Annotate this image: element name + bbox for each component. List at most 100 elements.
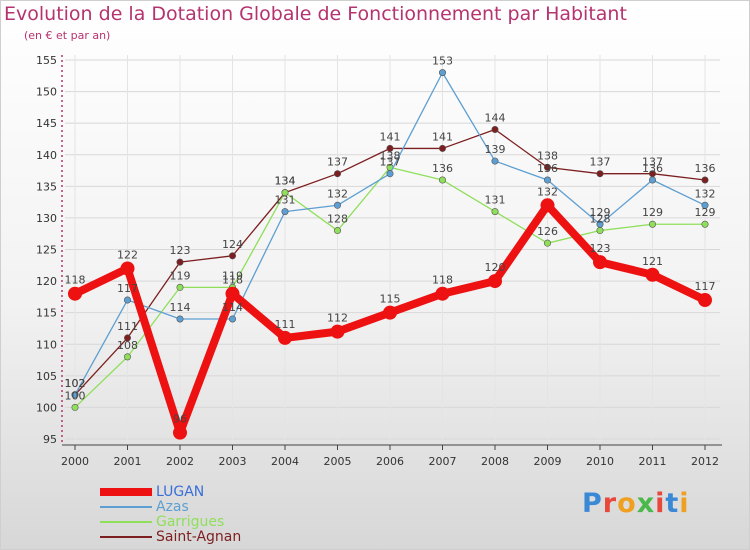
data-label-saint-agnan: 137 — [590, 156, 611, 169]
data-point-garrigues — [701, 220, 709, 228]
legend-label-azas: Azas — [156, 499, 189, 515]
x-tick-label: 2007 — [429, 455, 457, 468]
data-label-saint-agnan: 124 — [222, 238, 243, 251]
data-point-lugan — [68, 286, 82, 301]
data-point-garrigues — [596, 227, 604, 235]
data-point-lugan — [645, 267, 660, 282]
y-tick-label: 140 — [36, 149, 57, 162]
data-point-azas — [229, 315, 237, 323]
data-point-azas — [438, 69, 446, 77]
data-label-garrigues: 138 — [380, 149, 401, 162]
data-point-azas — [71, 391, 79, 399]
data-label-saint-agnan: 136 — [695, 162, 716, 175]
data-label-azas: 137 — [380, 156, 401, 169]
legend-label-lugan: LUGAN — [156, 484, 205, 500]
data-label-lugan: 123 — [590, 242, 611, 255]
data-label-lugan: 111 — [275, 318, 296, 331]
data-point-saint-agnan — [701, 176, 709, 184]
data-point-garrigues — [71, 403, 79, 411]
data-point-azas — [124, 296, 132, 304]
y-tick-label: 110 — [36, 338, 57, 351]
data-label-saint-agnan: 111 — [117, 320, 138, 333]
y-tick-label: 95 — [43, 433, 57, 446]
legend-item-azas: Azas — [100, 499, 300, 515]
data-label-garrigues: 129 — [642, 206, 663, 219]
data-label-garrigues: 119 — [222, 269, 243, 282]
data-label-azas: 132 — [695, 187, 716, 200]
data-label-garrigues: 108 — [117, 339, 138, 352]
data-label-saint-agnan: 134 — [275, 175, 296, 188]
logo-letter: t — [665, 488, 680, 519]
data-point-lugan — [698, 293, 712, 308]
data-label-saint-agnan: 123 — [170, 244, 191, 257]
y-tick-label: 100 — [36, 401, 57, 414]
data-point-garrigues — [491, 208, 499, 216]
data-point-azas — [333, 201, 341, 209]
data-label-lugan: 118 — [432, 274, 453, 287]
logo-letter: r — [602, 488, 618, 519]
logo-letter: i — [679, 488, 690, 519]
chart-subtitle: (en € et par an) — [24, 29, 111, 42]
data-label-lugan: 120 — [485, 261, 506, 274]
x-tick-label: 2010 — [586, 455, 614, 468]
data-point-lugan — [120, 261, 135, 276]
data-label-azas: 114 — [222, 301, 243, 314]
data-label-lugan: 118 — [222, 274, 243, 287]
data-label-lugan: 115 — [380, 293, 401, 306]
x-tick-label: 2006 — [376, 455, 404, 468]
data-point-lugan — [383, 305, 397, 320]
x-tick-label: 2002 — [166, 455, 194, 468]
data-point-garrigues — [124, 353, 132, 361]
x-tick-label: 2000 — [61, 455, 89, 468]
data-label-azas: 136 — [537, 162, 558, 175]
data-point-lugan — [278, 330, 292, 345]
data-point-saint-agnan — [176, 258, 184, 266]
x-tick-label: 2003 — [219, 455, 247, 468]
data-point-saint-agnan — [491, 125, 499, 133]
x-tick-label: 2008 — [481, 455, 509, 468]
data-label-saint-agnan: 144 — [485, 111, 506, 124]
data-point-azas — [596, 220, 604, 228]
data-point-lugan — [435, 286, 450, 301]
data-label-azas: 114 — [170, 301, 191, 314]
data-label-garrigues: 119 — [170, 269, 191, 282]
data-label-lugan: 117 — [695, 280, 716, 293]
data-point-saint-agnan — [229, 252, 237, 260]
y-tick-label: 145 — [36, 117, 57, 130]
data-point-saint-agnan — [596, 170, 604, 178]
logo-letter: x — [636, 488, 656, 519]
data-point-garrigues — [543, 239, 551, 247]
y-tick-label: 150 — [36, 86, 57, 99]
data-point-azas — [281, 208, 289, 216]
data-point-azas — [176, 315, 184, 323]
y-tick-label: 115 — [36, 307, 57, 320]
legend-label-saint-agnan: Saint-Agnan — [156, 529, 242, 545]
x-tick-label: 2011 — [639, 455, 667, 468]
y-tick-label: 155 — [36, 54, 57, 67]
data-point-lugan — [173, 425, 187, 440]
data-point-azas — [386, 170, 394, 178]
data-label-azas: 117 — [117, 282, 138, 295]
x-tick-label: 2005 — [324, 455, 352, 468]
data-point-saint-agnan — [124, 334, 132, 342]
data-label-saint-agnan: 141 — [432, 130, 453, 143]
logo-letter: o — [617, 488, 637, 519]
data-label-azas: 129 — [590, 206, 611, 219]
data-label-garrigues: 126 — [537, 225, 558, 238]
data-point-lugan — [540, 198, 555, 213]
data-label-garrigues: 100 — [65, 389, 86, 402]
data-point-azas — [491, 157, 499, 165]
legend-item-lugan: LUGAN — [100, 484, 300, 500]
y-tick-label: 120 — [36, 275, 57, 288]
legend-swatch-azas — [100, 506, 152, 508]
data-label-lugan: 112 — [327, 312, 348, 325]
data-point-azas — [701, 201, 709, 209]
y-tick-label: 130 — [36, 212, 57, 225]
data-point-lugan — [488, 274, 502, 289]
data-label-saint-agnan: 141 — [380, 130, 401, 143]
legend-item-garrigues: Garrigues — [100, 514, 300, 530]
x-tick-label: 2004 — [271, 455, 299, 468]
data-label-garrigues: 128 — [327, 213, 348, 226]
y-tick-label: 105 — [36, 370, 57, 383]
